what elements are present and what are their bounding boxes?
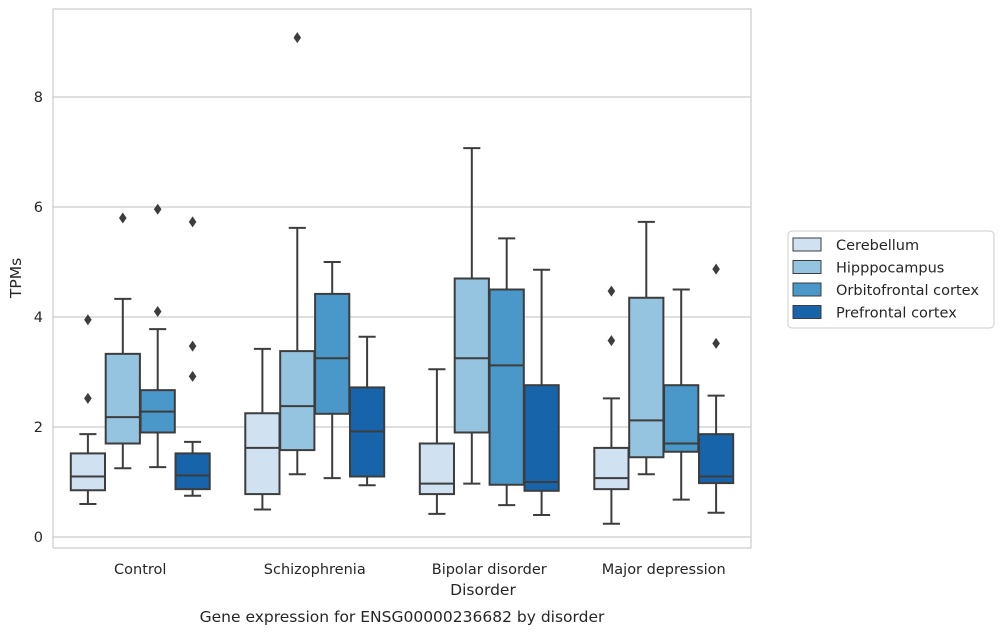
box-prefrontal-cortex: [348, 335, 386, 487]
box-cerebellum: [593, 285, 630, 525]
box-iqr: [593, 446, 630, 491]
outlier-point: [712, 263, 720, 275]
box-hipppocampus: [453, 147, 490, 485]
boxes: [69, 32, 735, 525]
outlier-point: [188, 340, 197, 352]
legend-label: Hipppocampus: [836, 261, 944, 277]
box-iqr: [663, 384, 700, 453]
box-iqr: [174, 452, 211, 491]
box-iqr: [453, 277, 490, 434]
y-tick-label: 0: [34, 530, 43, 546]
box-orbitofrontal-cortex: [139, 203, 176, 469]
box-iqr: [314, 292, 351, 415]
x-tick-label: Control: [114, 562, 166, 578]
box-iqr: [279, 350, 316, 452]
box-orbitofrontal-cortex: [488, 237, 525, 507]
x-axis-label: Disorder: [450, 581, 516, 599]
box-hipppocampus: [279, 32, 316, 476]
outlier-point: [712, 337, 720, 349]
box-prefrontal-cortex: [174, 216, 211, 497]
box-iqr: [104, 352, 141, 445]
box-iqr: [418, 442, 456, 496]
legend-swatch: [792, 237, 822, 252]
box-orbitofrontal-cortex: [663, 288, 700, 501]
box-hipppocampus: [104, 212, 141, 470]
legend-label: Orbitofrontal cortex: [836, 283, 979, 299]
outlier-point: [188, 216, 197, 228]
outlier-point: [119, 212, 127, 224]
x-tick-label: Bipolar disorder: [432, 562, 547, 578]
box-orbitofrontal-cortex: [314, 261, 351, 480]
y-tick-labels: 0 2 4 6 8: [34, 90, 43, 546]
x-tick-label: Schizophrenia: [264, 562, 366, 578]
box-iqr: [244, 412, 281, 496]
box-hipppocampus: [628, 220, 665, 476]
x-tick-labels: Control Schizophrenia Bipolar disorder Majo…: [114, 562, 726, 578]
box-iqr: [69, 452, 107, 492]
legend-swatch: [792, 260, 822, 274]
x-tick-label: Major depression: [602, 562, 726, 578]
y-tick-label: 4: [34, 310, 43, 326]
plot-frame: [52, 8, 752, 549]
chart-caption: Gene expression for ENSG00000236682 by d…: [200, 608, 605, 626]
y-axis-label: TPMs: [7, 258, 25, 299]
outlier-point: [153, 203, 162, 215]
box-iqr: [697, 433, 735, 485]
legend-frame: [787, 230, 995, 329]
outlier-point: [607, 285, 616, 297]
outlier-point: [188, 370, 197, 382]
box-cerebellum: [418, 368, 456, 515]
legend-swatch: [792, 305, 822, 319]
box-iqr: [628, 296, 665, 459]
legend-label: Prefrontal cortex: [836, 306, 957, 322]
outlier-point: [153, 306, 162, 317]
legend-swatch: [792, 282, 822, 297]
box-prefrontal-cortex: [697, 263, 735, 514]
y-tick-label: 6: [34, 200, 43, 216]
outlier-point: [607, 335, 616, 347]
box-cerebellum: [244, 347, 281, 511]
y-tick-label: 2: [34, 420, 43, 436]
outlier-point: [84, 314, 92, 326]
box-prefrontal-cortex: [523, 268, 560, 516]
y-tick-label: 8: [34, 90, 43, 106]
outlier-point: [84, 392, 92, 404]
box-iqr: [523, 384, 560, 492]
legend: Cerebellum Hipppocampus Orbitofrontal cort…: [787, 230, 995, 329]
legend-label: Cerebellum: [836, 238, 919, 254]
box-iqr: [488, 288, 525, 486]
outlier-point: [293, 32, 302, 44]
box-cerebellum: [69, 314, 107, 505]
